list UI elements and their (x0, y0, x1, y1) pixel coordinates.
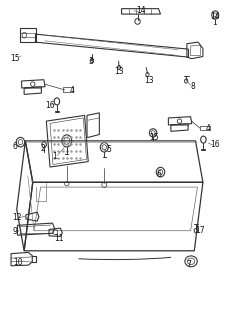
Text: 4: 4 (70, 86, 75, 95)
Text: 14: 14 (211, 12, 220, 21)
Text: 11: 11 (55, 234, 64, 243)
Text: 2: 2 (40, 144, 45, 153)
Text: 13: 13 (114, 67, 124, 76)
Text: 5: 5 (106, 145, 111, 154)
Bar (63, 87, 73, 92)
Text: 4: 4 (205, 124, 210, 133)
Text: 9: 9 (13, 227, 17, 236)
Text: 15: 15 (11, 53, 20, 62)
Text: 10: 10 (14, 258, 23, 267)
Text: 3: 3 (88, 57, 93, 66)
Text: 6: 6 (156, 170, 161, 179)
Text: 6: 6 (13, 142, 17, 151)
Text: 15: 15 (149, 132, 158, 141)
Text: 16: 16 (45, 101, 55, 110)
Text: 17: 17 (195, 226, 205, 235)
Text: 14: 14 (136, 6, 146, 15)
Bar (200, 125, 210, 130)
Text: 13: 13 (144, 76, 154, 85)
Text: 7: 7 (186, 260, 191, 269)
Text: 8: 8 (191, 82, 195, 91)
Text: 1: 1 (53, 152, 57, 161)
Text: 12: 12 (12, 213, 22, 222)
Text: 16: 16 (211, 140, 220, 149)
